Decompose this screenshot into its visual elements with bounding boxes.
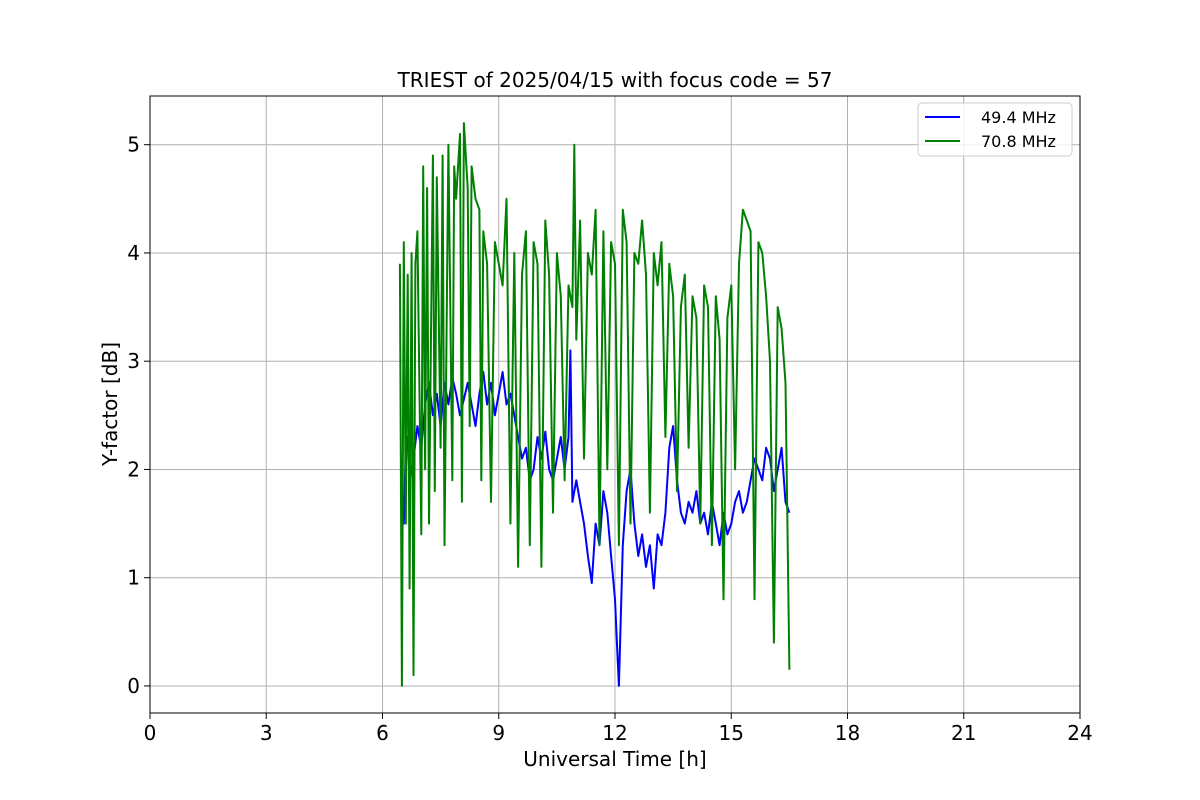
x-tick-label: 6 bbox=[376, 721, 389, 745]
y-tick-label: 1 bbox=[127, 566, 140, 590]
chart-title: TRIEST of 2025/04/15 with focus code = 5… bbox=[397, 68, 833, 92]
x-tick-label: 9 bbox=[492, 721, 505, 745]
legend-label-70-8: 70.8 MHz bbox=[981, 132, 1056, 151]
y-tick-label: 4 bbox=[127, 241, 140, 265]
y-tick-label: 2 bbox=[127, 457, 140, 481]
legend-label-49-4: 49.4 MHz bbox=[981, 108, 1056, 127]
y-tick-label: 0 bbox=[127, 674, 140, 698]
series-line-70-8-mhz bbox=[398, 122, 791, 687]
x-tick-label: 12 bbox=[602, 721, 627, 745]
x-tick-label: 15 bbox=[719, 721, 744, 745]
y-tick-label: 5 bbox=[127, 133, 140, 157]
y-tick-label: 3 bbox=[127, 349, 140, 373]
x-tick-label: 18 bbox=[835, 721, 860, 745]
legend: 49.4 MHz 70.8 MHz bbox=[917, 102, 1073, 157]
data-series bbox=[398, 122, 791, 687]
x-tick-label: 3 bbox=[260, 721, 273, 745]
x-axis-label: Universal Time [h] bbox=[523, 747, 706, 771]
x-tick-label: 24 bbox=[1067, 721, 1092, 745]
x-tick-label: 21 bbox=[951, 721, 976, 745]
y-axis-label: Y-factor [dB] bbox=[98, 342, 122, 467]
x-tick-label: 0 bbox=[144, 721, 157, 745]
